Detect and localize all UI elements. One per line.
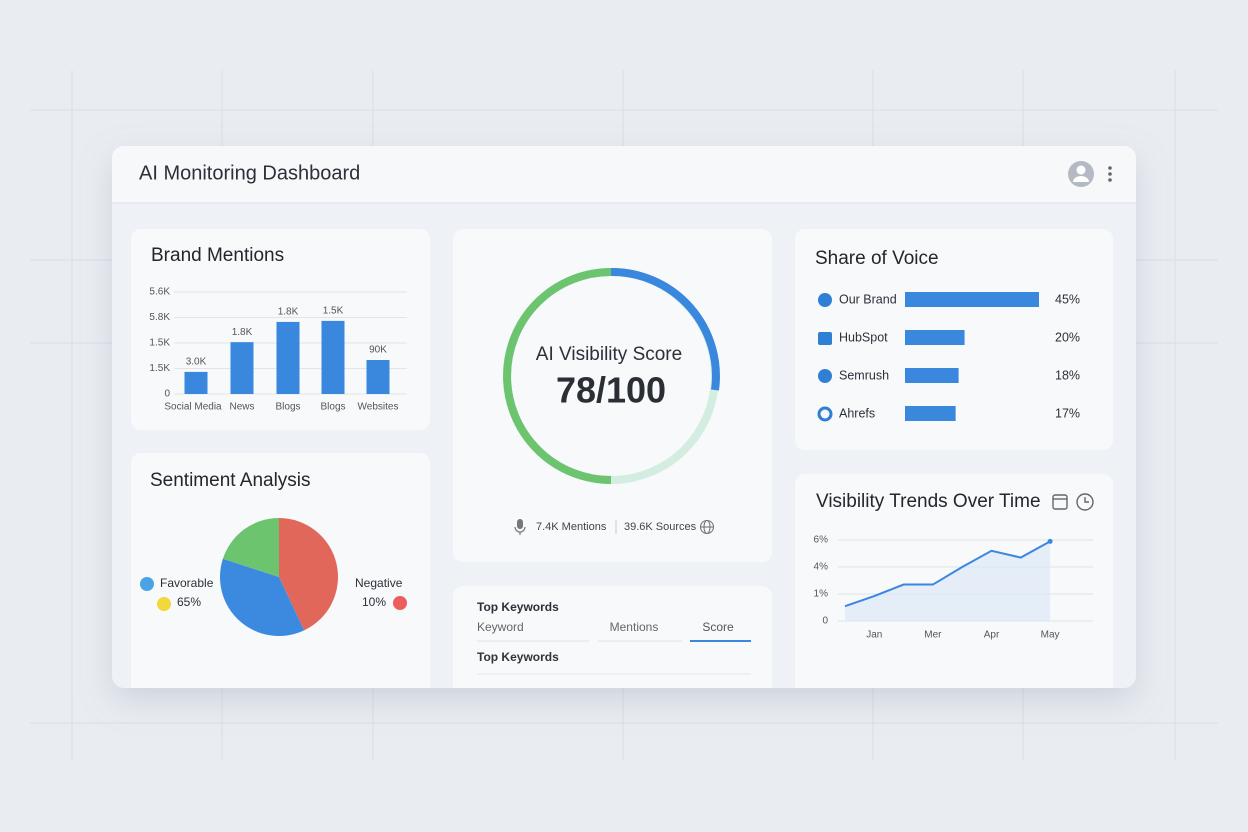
x-tick-label: Mer xyxy=(924,630,942,641)
column-header[interactable]: Score xyxy=(702,620,734,634)
pie-slice xyxy=(220,558,305,636)
bar xyxy=(184,371,208,394)
emoji xyxy=(140,577,154,591)
calendar-icon[interactable] xyxy=(1052,494,1068,510)
category-label: HubSpot xyxy=(839,330,888,344)
avatar-body xyxy=(1073,176,1089,182)
category-label: Ahrefs xyxy=(839,406,875,420)
gauge-arc xyxy=(610,267,720,391)
avatar-head xyxy=(1076,165,1086,175)
mentions-stat: 7.4K Mentions xyxy=(536,521,607,533)
gauge-arc xyxy=(503,268,612,484)
bar xyxy=(276,321,300,394)
y-tick-label: 1.5K xyxy=(149,338,170,349)
value-label: 1.8K xyxy=(278,307,299,318)
pie-slice xyxy=(279,518,338,631)
area xyxy=(845,541,1051,621)
value-label: 3.0K xyxy=(186,357,207,368)
y-tick-label: 0 xyxy=(164,389,170,400)
value-label: 90K xyxy=(369,345,387,356)
panel-title: Visibility Trends Over Time xyxy=(816,491,1041,512)
bar xyxy=(230,342,254,394)
panel-title: Sentiment Analysis xyxy=(150,470,311,491)
y-tick-label: 1% xyxy=(814,589,829,600)
x-tick-label: Apr xyxy=(984,630,1000,641)
gauge-title: AI Visibility Score xyxy=(536,344,682,365)
brand-icon xyxy=(818,369,832,383)
mic-icon xyxy=(514,519,526,535)
point xyxy=(1047,538,1053,544)
pie-slice xyxy=(222,518,279,577)
value-label: 45% xyxy=(1055,292,1080,306)
bar xyxy=(905,330,965,345)
bar xyxy=(366,360,390,394)
value-label: 17% xyxy=(1055,406,1080,420)
line xyxy=(844,540,1051,608)
brand-icon xyxy=(818,332,832,345)
y-tick-label: 5.6K xyxy=(149,287,170,298)
menu-dots[interactable] xyxy=(1108,166,1112,182)
legend-label: Negative xyxy=(355,576,403,590)
value-label: 1.5K xyxy=(323,306,344,317)
panel-title: Brand Mentions xyxy=(151,245,284,266)
x-tick-label: Websites xyxy=(358,402,399,413)
x-tick-label: Blogs xyxy=(320,402,345,413)
y-tick-label: 4% xyxy=(814,562,829,573)
column-header: Keyword xyxy=(477,620,524,634)
sources-stat: 39.6K Sources xyxy=(624,521,697,533)
bar xyxy=(321,320,345,394)
category-label: Our Brand xyxy=(839,292,897,306)
table-cell: Top Keywords xyxy=(477,650,559,664)
emoji xyxy=(393,596,407,610)
bar xyxy=(905,406,956,421)
brand-icon xyxy=(818,293,832,307)
panel-title: Share of Voice xyxy=(815,248,939,269)
legend-value: 65% xyxy=(177,595,201,609)
category-label: Semrush xyxy=(839,368,889,382)
x-tick-label: Blogs xyxy=(275,402,300,413)
brand-icon xyxy=(817,406,833,422)
table-title: Top Keywords xyxy=(477,600,559,614)
gauge-score: 78/100 xyxy=(556,370,666,411)
value-label: 1.8K xyxy=(232,327,253,338)
panel xyxy=(453,586,772,688)
x-tick-label: May xyxy=(1041,630,1060,641)
y-tick-label: 5.8K xyxy=(149,312,170,323)
y-tick-label: 1.5K xyxy=(149,363,170,374)
x-tick-label: Jan xyxy=(866,630,882,641)
header-bar xyxy=(112,146,1136,203)
dashboard: AI Monitoring Dashboard Brand Mentions S… xyxy=(112,146,1136,688)
x-tick-label: Social Media xyxy=(164,402,222,413)
bar xyxy=(905,292,1039,307)
legend-value: 10% xyxy=(362,595,386,609)
legend-label: Favorable xyxy=(160,576,214,590)
y-tick-label: 0 xyxy=(822,616,828,627)
globe-icon xyxy=(699,519,715,535)
x-tick-label: News xyxy=(229,402,254,413)
y-tick-label: 6% xyxy=(814,535,829,546)
header-title: AI Monitoring Dashboard xyxy=(139,162,360,184)
clock-icon[interactable] xyxy=(1076,493,1094,511)
bar xyxy=(905,368,959,383)
value-label: 18% xyxy=(1055,368,1080,382)
column-header: Mentions xyxy=(610,620,659,634)
emoji xyxy=(157,597,171,611)
value-label: 20% xyxy=(1055,330,1080,344)
